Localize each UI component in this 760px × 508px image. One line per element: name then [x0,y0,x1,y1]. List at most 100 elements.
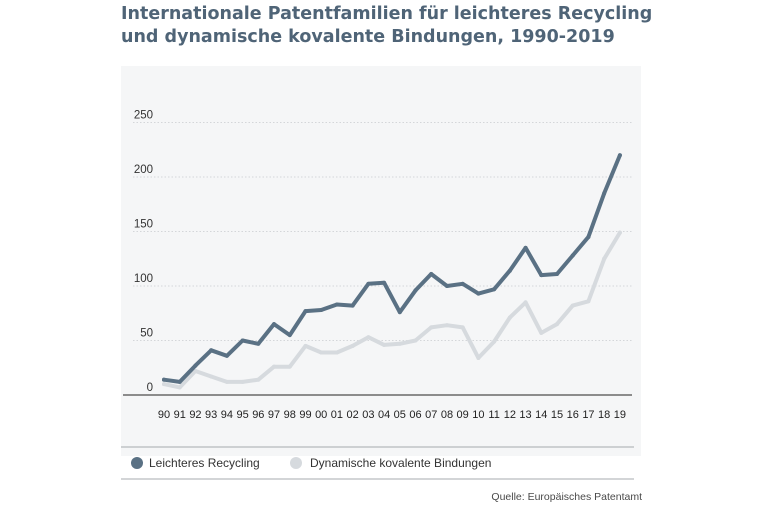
x-tick-label-08: 08 [441,409,453,421]
legend-swatch-2 [290,457,302,469]
data-point-s2-08 [444,323,449,328]
data-point-s1-16 [570,253,575,258]
data-point-s1-05 [397,310,402,315]
data-point-s1-18 [602,191,607,196]
data-point-s1-95 [240,338,245,343]
x-tick-label-10: 10 [472,409,484,421]
x-tick-label-94: 94 [221,409,233,421]
x-tick-label-97: 97 [268,409,280,421]
data-point-s1-01 [334,302,339,307]
data-point-s2-02 [350,343,355,348]
data-point-s2-17 [586,299,591,304]
data-point-s1-00 [319,307,324,312]
x-tick-label-17: 17 [582,409,594,421]
x-tick-label-04: 04 [378,409,390,421]
y-tick-label-100: 100 [134,273,153,285]
legend-label-2: Dynamische kovalente Bindungen [310,456,491,470]
y-tick-label-150: 150 [134,219,153,231]
data-point-s2-00 [319,350,324,355]
data-point-s2-92 [193,369,198,374]
x-tick-label-19: 19 [614,409,626,421]
legend-label-1: Leichteres Recycling [149,456,260,470]
data-point-s1-10 [476,291,481,296]
data-point-s2-11 [492,339,497,344]
data-point-s2-19 [617,230,622,235]
data-point-s2-18 [602,256,607,261]
data-point-s2-07 [429,325,434,330]
data-point-s2-13 [523,300,528,305]
data-point-s1-93 [209,348,214,353]
data-point-s2-05 [397,341,402,346]
data-point-s1-09 [460,281,465,286]
data-point-s1-06 [413,288,418,293]
data-point-s1-94 [224,353,229,358]
data-point-s1-15 [555,272,559,277]
data-point-s1-98 [287,333,292,338]
data-point-s1-97 [272,322,277,327]
x-tick-label-98: 98 [284,409,296,421]
x-tick-label-15: 15 [551,409,563,421]
data-point-s2-10 [476,355,481,360]
data-point-s1-03 [366,281,371,286]
x-tick-label-06: 06 [409,409,421,421]
x-tick-label-12: 12 [504,409,516,421]
chart-title: Internationale Patentfamilien für leicht… [121,3,721,49]
data-point-s1-13 [523,245,528,250]
plot-background [121,66,641,456]
y-tick-label-200: 200 [134,164,153,176]
data-point-s1-99 [303,309,308,314]
x-tick-label-14: 14 [535,409,547,421]
data-point-s1-02 [350,303,355,308]
y-tick-label-50: 50 [140,328,153,340]
data-point-s2-94 [224,379,229,384]
x-tick-label-92: 92 [189,409,201,421]
series-line-1 [162,153,622,384]
x-tick-label-05: 05 [394,409,406,421]
data-point-s2-98 [287,364,292,369]
data-point-s2-90 [162,382,166,387]
data-point-s2-09 [460,325,465,330]
data-point-s1-19 [617,153,622,158]
legend-swatch-1 [131,457,143,469]
data-point-s1-96 [256,341,261,346]
data-point-s2-14 [539,330,544,335]
x-tick-label-93: 93 [205,409,217,421]
data-point-s1-08 [444,284,449,288]
x-tick-label-11: 11 [488,409,499,421]
data-point-s2-06 [413,338,418,343]
data-point-s1-14 [539,273,544,278]
source-note: Quelle: Europäisches Patentamt [491,491,642,503]
x-tick-label-95: 95 [236,409,248,421]
data-point-s2-03 [366,335,371,340]
data-point-s1-07 [429,272,434,277]
data-point-s1-91 [177,379,182,384]
chart-title-line-2: und dynamische kovalente Bindungen, 1990… [121,27,615,47]
data-point-s1-90 [162,377,166,382]
x-tick-label-02: 02 [347,409,359,421]
data-point-s1-12 [507,268,512,273]
y-tick-label-250: 250 [134,110,153,122]
data-point-s2-93 [209,374,214,379]
x-tick-label-01: 01 [331,409,343,421]
x-tick-label-00: 00 [315,409,327,421]
data-point-s2-04 [382,342,387,347]
data-point-s2-15 [555,322,559,327]
y-tick-label-0: 0 [147,382,153,394]
x-tick-label-13: 13 [519,409,531,421]
x-tick-label-90: 90 [158,409,170,421]
x-tick-label-18: 18 [598,409,610,421]
data-point-s2-16 [570,303,575,308]
data-point-s1-04 [382,280,387,285]
data-point-s2-01 [334,350,339,355]
series-line-2 [162,230,622,390]
chart-title-line-1: Internationale Patentfamilien für leicht… [121,4,653,24]
x-tick-label-16: 16 [567,409,579,421]
data-point-s2-97 [272,364,277,369]
data-point-s1-11 [492,287,497,292]
x-tick-label-99: 99 [299,409,311,421]
data-point-s1-17 [586,234,591,239]
data-point-s2-95 [240,379,245,384]
data-point-s2-12 [507,315,512,320]
data-point-s2-96 [256,377,261,382]
